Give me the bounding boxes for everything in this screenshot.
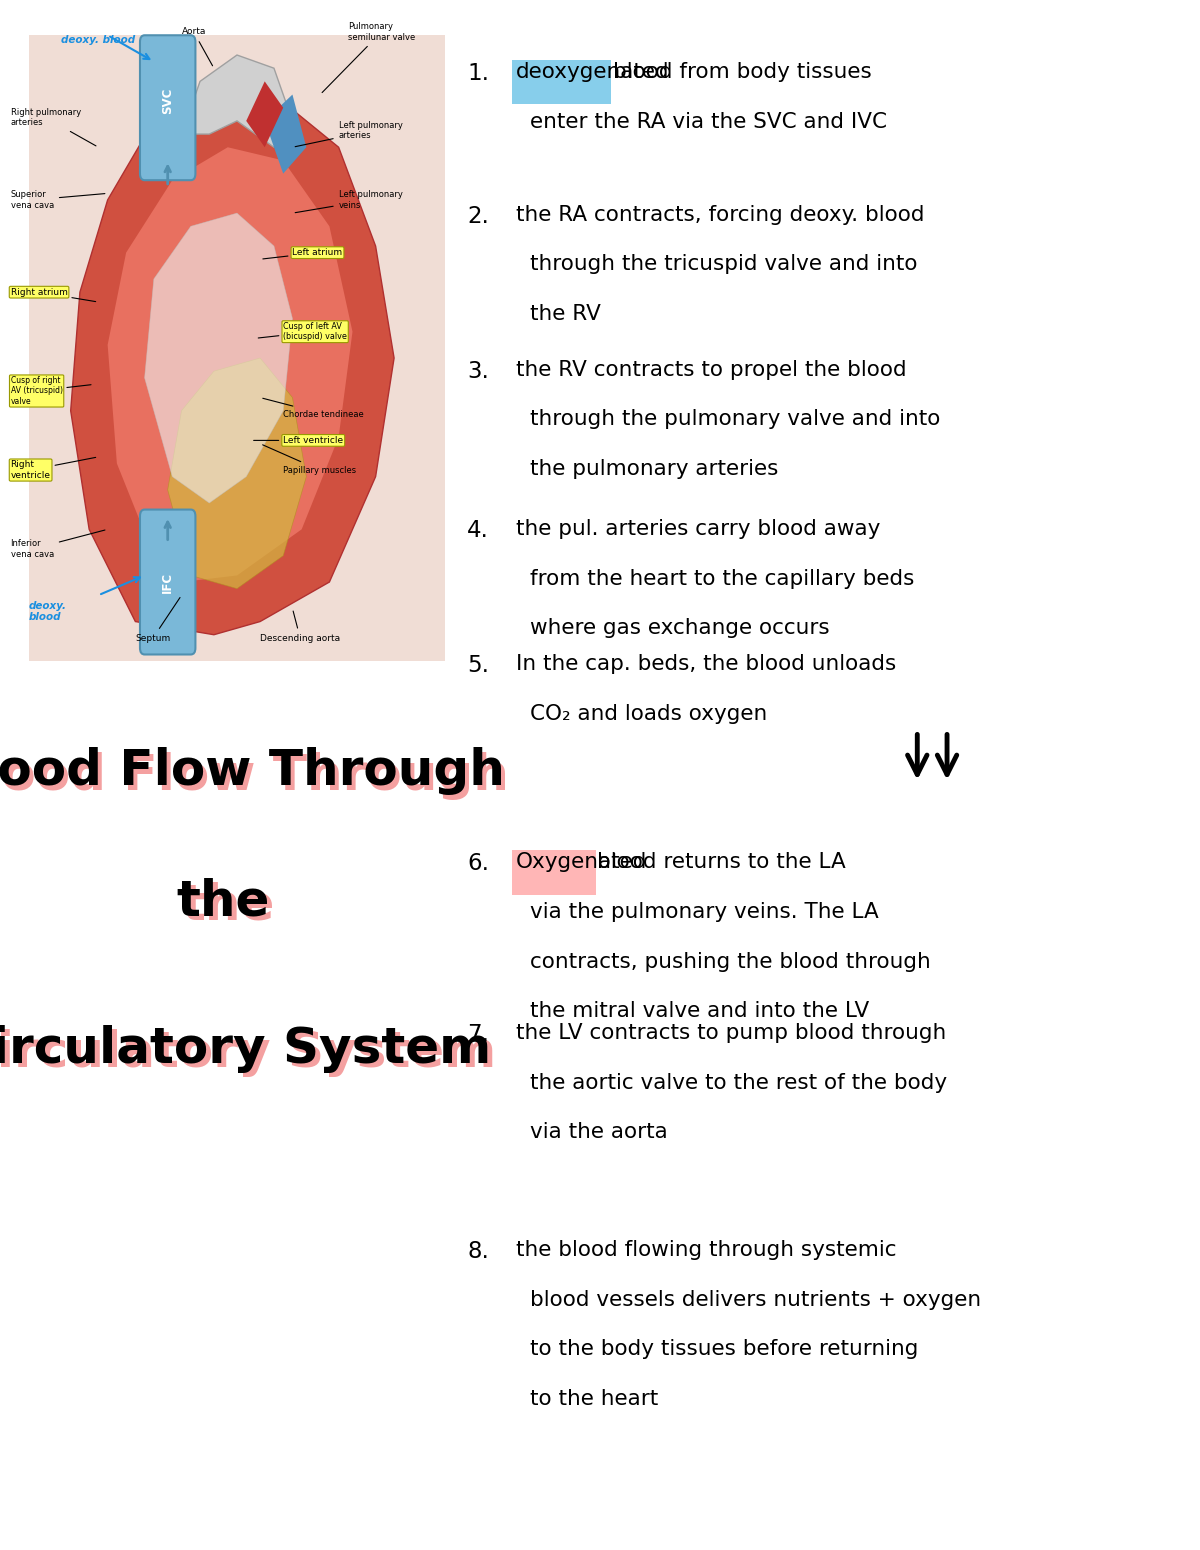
FancyBboxPatch shape <box>512 849 596 894</box>
Polygon shape <box>246 81 283 147</box>
Text: Pulmonary
semilunar valve: Pulmonary semilunar valve <box>322 22 415 93</box>
Text: the: the <box>176 877 270 925</box>
Text: the aortic valve to the rest of the body: the aortic valve to the rest of the body <box>530 1073 948 1093</box>
Text: Septum: Septum <box>136 597 180 643</box>
Text: blood returns to the LA: blood returns to the LA <box>598 853 846 873</box>
Text: the pul. arteries carry blood away: the pul. arteries carry blood away <box>516 519 880 539</box>
Text: the RV: the RV <box>530 304 601 324</box>
Text: to the body tissues before returning: to the body tissues before returning <box>530 1339 919 1359</box>
Polygon shape <box>168 358 306 589</box>
Text: Blood Flow Through: Blood Flow Through <box>0 747 504 795</box>
Text: to the heart: to the heart <box>530 1389 659 1409</box>
Text: Oxygenated: Oxygenated <box>516 853 647 873</box>
Text: deoxy.
blood: deoxy. blood <box>29 601 67 623</box>
Text: SVC: SVC <box>161 88 174 115</box>
Text: IFC: IFC <box>161 572 174 592</box>
Text: Left atrium: Left atrium <box>263 248 342 259</box>
Text: the LV contracts to pump blood through: the LV contracts to pump blood through <box>516 1023 946 1043</box>
Polygon shape <box>145 212 293 504</box>
Text: Blood Flow Through: Blood Flow Through <box>0 752 509 800</box>
Text: the RA contracts, forcing deoxy. blood: the RA contracts, forcing deoxy. blood <box>516 205 924 225</box>
Text: Left pulmonary
veins: Left pulmonary veins <box>295 191 402 212</box>
Text: Superior
vena cava: Superior vena cava <box>11 191 104 209</box>
Text: through the pulmonary valve and into: through the pulmonary valve and into <box>530 409 941 429</box>
Text: deoxy. blood: deoxy. blood <box>61 36 136 45</box>
Text: Papillary muscles: Papillary muscles <box>263 445 356 474</box>
Text: CO₂ and loads oxygen: CO₂ and loads oxygen <box>530 704 768 724</box>
Text: Left pulmonary
arteries: Left pulmonary arteries <box>295 121 402 147</box>
Text: Aorta: Aorta <box>181 28 212 65</box>
Text: 8.: 8. <box>467 1240 490 1263</box>
Text: 1.: 1. <box>467 62 490 85</box>
FancyBboxPatch shape <box>512 59 612 104</box>
FancyBboxPatch shape <box>140 36 196 180</box>
Text: In the cap. beds, the blood unloads: In the cap. beds, the blood unloads <box>516 654 895 674</box>
FancyBboxPatch shape <box>29 36 445 662</box>
Text: Right atrium: Right atrium <box>11 288 96 302</box>
Text: where gas exchange occurs: where gas exchange occurs <box>530 618 830 639</box>
FancyBboxPatch shape <box>140 510 196 654</box>
Text: Circulatory System: Circulatory System <box>0 1029 496 1077</box>
Text: 5.: 5. <box>467 654 490 677</box>
Text: Right pulmonary
arteries: Right pulmonary arteries <box>11 109 96 146</box>
Text: blood vessels delivers nutrients + oxygen: blood vessels delivers nutrients + oxyge… <box>530 1290 982 1310</box>
Text: via the pulmonary veins. The LA: via the pulmonary veins. The LA <box>530 902 880 922</box>
Text: Circulatory System: Circulatory System <box>0 1025 491 1073</box>
Polygon shape <box>108 147 353 583</box>
Text: blood from body tissues: blood from body tissues <box>613 62 871 82</box>
Polygon shape <box>181 56 293 147</box>
Text: Inferior
vena cava: Inferior vena cava <box>11 530 104 560</box>
Text: 4.: 4. <box>467 519 490 542</box>
Text: from the heart to the capillary beds: from the heart to the capillary beds <box>530 569 914 589</box>
Text: the pulmonary arteries: the pulmonary arteries <box>530 459 779 479</box>
Text: contracts, pushing the blood through: contracts, pushing the blood through <box>530 952 931 972</box>
Text: 7.: 7. <box>467 1023 490 1046</box>
Text: via the aorta: via the aorta <box>530 1122 668 1142</box>
Text: Right
ventricle: Right ventricle <box>11 457 96 480</box>
Text: the RV contracts to propel the blood: the RV contracts to propel the blood <box>516 360 906 380</box>
Text: through the tricuspid valve and into: through the tricuspid valve and into <box>530 254 918 274</box>
Text: Chordae tendineae: Chordae tendineae <box>263 398 364 419</box>
Text: 6.: 6. <box>467 853 490 876</box>
Text: Cusp of right
AV (tricuspid)
valve: Cusp of right AV (tricuspid) valve <box>11 377 91 406</box>
Text: enter the RA via the SVC and IVC: enter the RA via the SVC and IVC <box>530 112 888 132</box>
Text: the: the <box>181 882 275 930</box>
Polygon shape <box>265 95 306 174</box>
Text: deoxygenated: deoxygenated <box>516 62 670 82</box>
Text: 2.: 2. <box>467 205 490 228</box>
Polygon shape <box>71 81 394 636</box>
Text: the mitral valve and into the LV: the mitral valve and into the LV <box>530 1001 870 1021</box>
Text: Left ventricle: Left ventricle <box>253 436 343 445</box>
Text: Descending aorta: Descending aorta <box>260 611 341 643</box>
Text: Cusp of left AV
(bicuspid) valve: Cusp of left AV (bicuspid) valve <box>258 322 347 341</box>
Text: 3.: 3. <box>467 360 490 383</box>
Text: the blood flowing through systemic: the blood flowing through systemic <box>516 1240 896 1260</box>
